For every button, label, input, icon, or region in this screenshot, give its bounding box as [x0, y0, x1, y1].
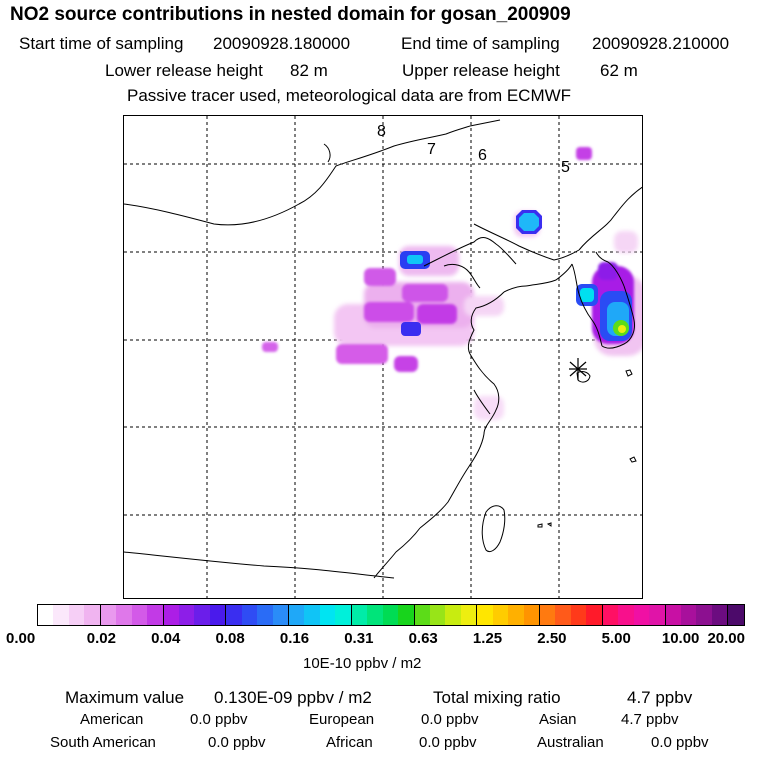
max-value-label: Maximum value [65, 688, 185, 707]
colorbar-swatch [414, 605, 430, 625]
colorbar-swatch [429, 605, 446, 625]
contour-label-8: 8 [377, 123, 386, 140]
upper-height-label: Upper release height [402, 61, 560, 80]
colorbar-swatch [38, 605, 54, 625]
south-american-value: 0.0 ppbv [208, 734, 266, 751]
colorbar-swatch [477, 605, 493, 625]
colorbar-tick-label: 2.50 [537, 630, 567, 647]
colorbar-swatch [257, 605, 273, 625]
colorbar-tick-label: 0.02 [86, 630, 116, 647]
end-time-label: End time of sampling [401, 34, 560, 53]
colorbar-swatch [367, 605, 383, 625]
colorbar-swatch [226, 605, 242, 625]
colorbar-swatch [382, 605, 399, 625]
contour-label-7: 7 [427, 141, 436, 158]
coastlines [124, 119, 642, 579]
tracer-note: Passive tracer used, meteorological data… [127, 86, 572, 105]
contour-labels: 8 7 6 5 [377, 123, 570, 176]
colorbar-swatch [147, 605, 164, 625]
total-mixing-value: 4.7 ppbv [627, 688, 693, 707]
colorbar-tick-label: 0.16 [279, 630, 310, 647]
colorbar-swatch [618, 605, 634, 625]
colorbar-swatch [460, 605, 478, 625]
colorbar-swatch [398, 605, 415, 625]
colorbar-tick-label: 0.08 [215, 630, 245, 647]
colorbar-swatch [68, 605, 85, 625]
colorbar-swatch [508, 605, 524, 625]
american-label: American [80, 711, 144, 728]
australian-label: Australian [537, 734, 604, 751]
colorbar-tick-label: 0.31 [344, 630, 374, 647]
colorbar-swatch [131, 605, 148, 625]
asian-value: 4.7 ppbv [621, 711, 679, 728]
colorbar-tick-label: 0.04 [151, 630, 181, 647]
start-time-value: 20090928.180000 [213, 34, 351, 53]
colorbar-swatch [602, 605, 619, 625]
colorbar-swatch [272, 605, 289, 625]
colorbar-swatch [555, 605, 571, 625]
coastline-china [373, 237, 635, 579]
colorbar-swatch [711, 605, 729, 625]
colorbar-swatch [116, 605, 132, 625]
colorbar-swatch [209, 605, 227, 625]
colorbar-swatch [194, 605, 210, 625]
colorbar-tick-label: 0.63 [408, 630, 438, 647]
colorbar-unit: 10E-10 ppbv / m2 [303, 655, 422, 672]
colorbar-swatch [728, 605, 744, 625]
concentration-plume [262, 147, 642, 420]
colorbar-tick-label: 5.00 [601, 630, 631, 647]
european-value: 0.0 ppbv [421, 711, 479, 728]
colorbar-swatch [586, 605, 603, 625]
contour-label-5: 5 [561, 159, 570, 176]
lower-height-value: 82 m [290, 61, 328, 80]
max-value: 0.130E-09 ppbv / m2 [214, 688, 372, 707]
colorbar-swatch [100, 605, 117, 625]
map-gridlines [124, 116, 642, 598]
colorbar-swatch [319, 605, 336, 625]
colorbar-swatch [570, 605, 587, 625]
asian-label: Asian [539, 711, 577, 728]
lower-height-label: Lower release height [105, 61, 263, 80]
colorbar-swatch [492, 605, 509, 625]
colorbar-swatch [163, 605, 179, 625]
colorbar-swatch [665, 605, 681, 625]
colorbar-tick-label: 20.00 [707, 630, 745, 647]
map-panel: 8 7 6 5 [123, 115, 643, 599]
colorbar-tick-label: 0.00 [6, 630, 36, 647]
colorbar-swatch [351, 605, 368, 625]
african-label: African [326, 734, 373, 751]
colorbar-swatch [633, 605, 650, 625]
colorbar-swatch [540, 605, 556, 625]
colorbar-swatch [680, 605, 697, 625]
page-title: NO2 source contributions in nested domai… [10, 4, 571, 25]
start-time-label: Start time of sampling [19, 34, 184, 53]
map-canvas: 8 7 6 5 [124, 116, 642, 598]
colorbar-swatch [445, 605, 461, 625]
islands [481, 369, 637, 553]
colorbar-swatch [53, 605, 69, 625]
total-mixing-label: Total mixing ratio [433, 688, 561, 707]
colorbar-swatch [335, 605, 352, 625]
contour-label-6: 6 [478, 147, 487, 164]
colorbar-tick-label: 10.00 [661, 630, 700, 647]
colorbar-swatch [178, 605, 195, 625]
european-label: European [309, 711, 375, 728]
colorbar [37, 604, 745, 626]
receptor-star-icon [569, 358, 587, 380]
colorbar-swatch [696, 605, 712, 625]
colorbar-swatch [649, 605, 666, 625]
end-time-value: 20090928.210000 [592, 34, 730, 53]
colorbar-swatch [523, 605, 540, 625]
colorbar-swatch [84, 605, 101, 625]
colorbar-swatch [289, 605, 305, 625]
australian-value: 0.0 ppbv [651, 734, 709, 751]
upper-height-value: 62 m [600, 61, 638, 80]
american-value: 0.0 ppbv [190, 711, 248, 728]
south-american-label: South American [50, 734, 156, 751]
colorbar-tick-label: 1.25 [472, 630, 503, 647]
colorbar-swatch [241, 605, 258, 625]
african-value: 0.0 ppbv [419, 734, 477, 751]
colorbar-swatch [304, 605, 320, 625]
